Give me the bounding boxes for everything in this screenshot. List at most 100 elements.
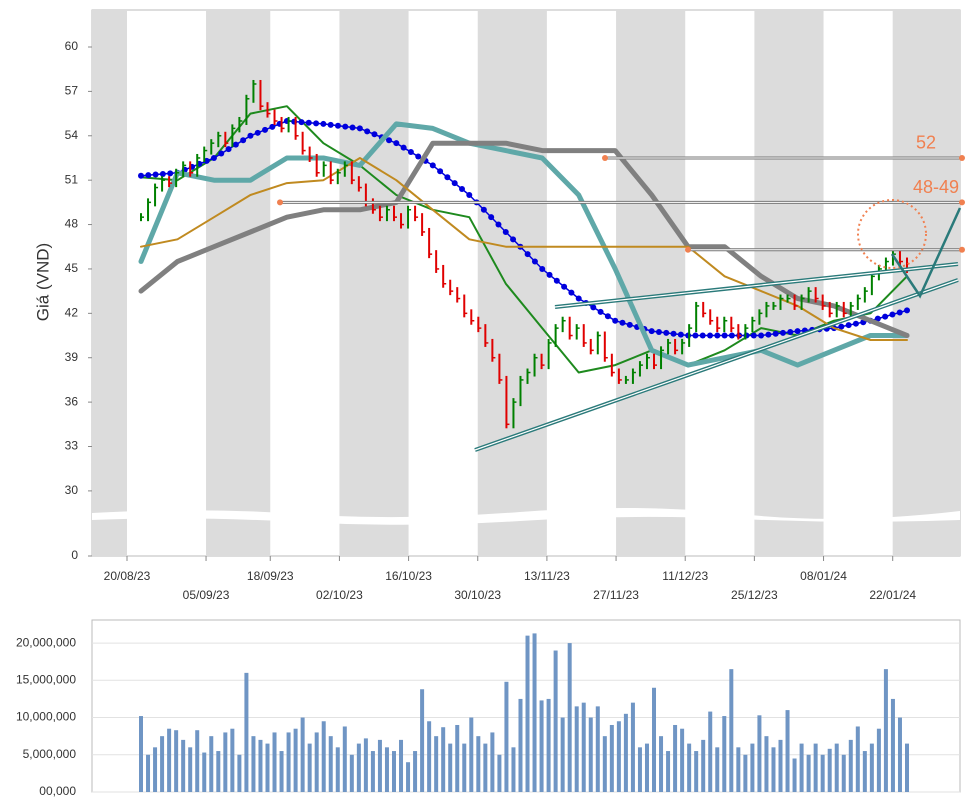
volume-bar (869, 743, 874, 792)
indicator-dot (334, 122, 341, 129)
indicator-dot (371, 131, 378, 138)
volume-bar (616, 721, 621, 792)
volume-bar (209, 736, 214, 792)
indicator-dot (531, 258, 538, 265)
indicator-dot (502, 228, 509, 235)
volume-bar (848, 739, 853, 792)
volume-bar (497, 754, 502, 792)
x-tick-label: 16/10/23 (385, 569, 432, 583)
indicator-dot (546, 271, 553, 278)
indicator-dot (663, 329, 670, 336)
volume-bar (244, 672, 249, 792)
volume-bar (623, 713, 628, 792)
volume-bar (462, 743, 467, 792)
volume-bar (153, 747, 158, 792)
volume-bar (349, 754, 354, 792)
volume-bar (300, 717, 305, 792)
indicator-dot (218, 150, 225, 157)
indicator-dot (393, 140, 400, 147)
indicator-dot (787, 328, 794, 335)
indicator-dot (597, 308, 604, 315)
volume-bar (504, 681, 509, 792)
indicator-dot (758, 332, 765, 339)
volume-bar (736, 747, 741, 792)
indicator-dot (524, 251, 531, 258)
volume-bar (223, 732, 228, 792)
y-tick-label: 5,000,000 (23, 747, 77, 761)
indicator-dot (896, 309, 903, 316)
indicator-dot (852, 320, 859, 327)
indicator-dot (313, 120, 320, 127)
stripe (339, 10, 409, 556)
indicator-dot (779, 329, 786, 336)
volume-bar (694, 751, 699, 792)
volume-bar (441, 727, 446, 792)
y-tick-label: 10,000,000 (16, 710, 76, 724)
volume-bar (307, 743, 312, 792)
indicator-dot (692, 332, 699, 339)
y-tick-label: 15,000,000 (16, 672, 76, 686)
volume-bar (905, 743, 909, 792)
indicator-dot (451, 180, 458, 187)
volume-bar (567, 643, 572, 792)
x-tick-label: 22/01/24 (869, 588, 916, 602)
volume-bar (272, 732, 277, 792)
annotation: 52 (916, 133, 936, 153)
indicator-dot (400, 144, 407, 151)
indicator-dot (612, 317, 619, 324)
volume-bar (399, 739, 404, 792)
indicator-dot (356, 125, 363, 132)
volume-bar (883, 669, 888, 792)
indicator-dot (342, 123, 349, 130)
indicator-dot (685, 332, 692, 339)
y-tick-label: 33 (65, 439, 79, 453)
indicator-dot (561, 283, 568, 290)
volume-bar (174, 730, 179, 792)
indicator-dot (677, 331, 684, 338)
indicator-dot (415, 153, 422, 160)
volume-bar (202, 752, 207, 792)
volume-bar (377, 739, 382, 792)
volume-bar (363, 738, 368, 792)
volume-bar (890, 698, 895, 792)
indicator-dot (772, 330, 779, 337)
volume-bar (251, 736, 256, 792)
volume-bar (602, 736, 607, 792)
volume-bar (644, 743, 649, 792)
volume-bar (778, 739, 783, 792)
volume-bar (750, 743, 755, 792)
volume-bar (827, 748, 832, 792)
y-tick-label: 36 (65, 394, 79, 408)
indicator-dot (458, 186, 465, 193)
volume-bar (476, 736, 481, 792)
volume-bar (532, 633, 537, 792)
volume-bar (188, 747, 193, 792)
volume-bar (469, 717, 474, 792)
stripe (616, 10, 686, 556)
x-tick-label: 18/09/23 (247, 569, 294, 583)
volume-bar (384, 747, 389, 792)
volume-bar (258, 739, 263, 792)
volume-bar (743, 754, 748, 792)
volume-bar (708, 711, 713, 792)
indicator-line (138, 121, 910, 368)
indicator-dot (480, 206, 487, 213)
volume-bar (216, 751, 221, 792)
forecast-arrow (890, 207, 962, 299)
indicator-dot (670, 330, 677, 337)
y-tick-label: 57 (65, 84, 79, 98)
volume-bar (195, 730, 200, 792)
volume-bar (792, 758, 797, 792)
volume-bar (293, 728, 298, 792)
indicator-line (138, 140, 910, 338)
volume-bar (855, 726, 860, 792)
volume-bar (581, 702, 586, 792)
volume-bar (511, 747, 516, 792)
volume-bar (673, 724, 678, 792)
y-tick-label: 54 (65, 128, 79, 142)
volume-bar (659, 736, 664, 792)
volume-bar (771, 747, 776, 792)
volume-bar (237, 754, 242, 792)
indicator-dot (714, 332, 721, 339)
x-tick-label: 20/08/23 (104, 569, 151, 583)
